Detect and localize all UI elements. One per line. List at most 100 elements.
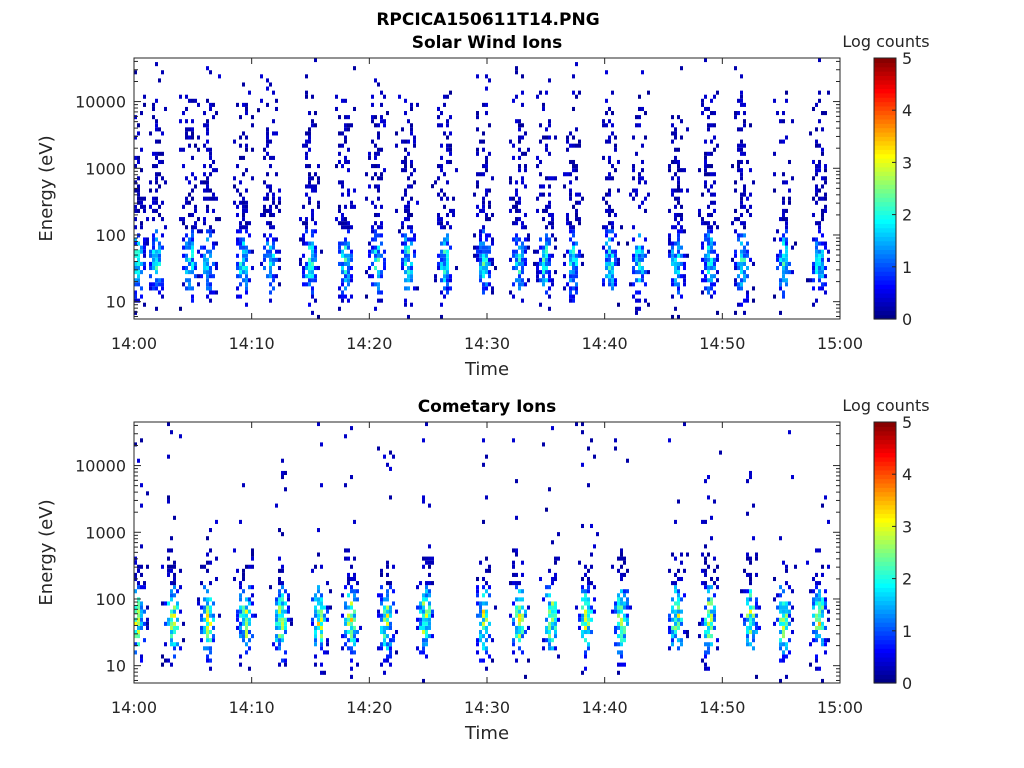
heatmap-cell — [638, 278, 641, 283]
heatmap-cell — [185, 245, 188, 250]
heatmap-cell — [782, 270, 785, 275]
heatmap-cell — [779, 237, 782, 242]
heatmap-cell — [524, 225, 527, 230]
heatmap-cell — [677, 184, 680, 189]
heatmap-cell — [686, 253, 689, 258]
heatmap-cell — [245, 229, 248, 234]
heatmap-cell — [632, 237, 635, 242]
heatmap-cell — [626, 458, 629, 463]
colorbar-step — [874, 266, 896, 272]
heatmap-cell — [305, 192, 308, 197]
heatmap-cell — [635, 151, 638, 156]
heatmap-cell — [488, 274, 491, 279]
heatmap-cell — [395, 143, 398, 148]
heatmap-cell — [584, 654, 587, 659]
heatmap-cell — [548, 151, 551, 156]
heatmap-cell — [677, 274, 680, 279]
heatmap-cell — [179, 568, 182, 573]
colorbar-tick-label: 3 — [902, 517, 912, 536]
heatmap-cell — [716, 585, 719, 590]
heatmap-cell — [608, 176, 611, 181]
heatmap-cell — [410, 237, 413, 242]
heatmap-cell — [422, 601, 425, 606]
heatmap-cell — [515, 552, 518, 557]
heatmap-cell — [554, 601, 557, 606]
heatmap-cell — [617, 241, 620, 246]
heatmap-cell — [575, 94, 578, 99]
heatmap-cell — [383, 265, 386, 271]
colorbar-step — [874, 127, 896, 133]
heatmap-cell — [140, 270, 143, 275]
heatmap-cell — [518, 609, 521, 614]
heatmap-cell — [449, 115, 452, 120]
heatmap-cell — [380, 102, 383, 107]
heatmap-cell — [407, 225, 410, 230]
heatmap-cell — [152, 200, 155, 205]
heatmap-cell — [515, 629, 518, 635]
heatmap-cell — [782, 265, 785, 271]
heatmap-cell — [737, 217, 740, 222]
heatmap-cell — [707, 634, 710, 639]
heatmap-cell — [707, 115, 710, 120]
heatmap-cell — [785, 217, 788, 222]
heatmap-cell — [605, 233, 608, 238]
heatmap-cell — [215, 265, 218, 271]
heatmap-cell — [788, 613, 791, 618]
heatmap-cell — [242, 102, 245, 107]
heatmap-cell — [245, 278, 248, 283]
heatmap-cell — [266, 127, 269, 132]
heatmap-cell — [410, 184, 413, 189]
heatmap-cell — [245, 642, 248, 647]
heatmap-cell — [170, 589, 173, 594]
heatmap-cell — [590, 581, 593, 586]
colorbar-step — [874, 574, 896, 580]
heatmap-cell — [809, 278, 812, 283]
heatmap-cell — [209, 629, 212, 635]
heatmap-cell — [173, 625, 176, 630]
heatmap-cell — [206, 208, 209, 213]
heatmap-cell — [554, 176, 557, 181]
heatmap-cell — [197, 147, 200, 152]
heatmap-cell — [305, 90, 308, 95]
heatmap-cell — [311, 568, 314, 573]
heatmap-cell — [713, 135, 716, 140]
heatmap-cell — [389, 585, 392, 590]
heatmap-cell — [569, 253, 572, 258]
heatmap-cell — [539, 139, 542, 144]
heatmap-cell — [635, 278, 638, 283]
heatmap-cell — [380, 172, 383, 177]
heatmap-cell — [302, 221, 305, 226]
heatmap-cell — [815, 638, 818, 643]
heatmap-cell — [521, 634, 524, 639]
heatmap-cell — [287, 609, 290, 614]
heatmap-cell — [143, 265, 146, 271]
heatmap-cell — [446, 278, 449, 283]
heatmap-cell — [275, 609, 278, 614]
heatmap-cell — [779, 621, 782, 626]
heatmap-cell — [341, 282, 344, 287]
heatmap-cell — [389, 450, 392, 455]
heatmap-cell — [215, 217, 218, 222]
heatmap-cell — [311, 265, 314, 271]
heatmap-cell — [344, 155, 347, 160]
heatmap-cell — [512, 438, 515, 443]
heatmap-cell — [314, 638, 317, 643]
heatmap-cell — [209, 164, 212, 169]
heatmap-cell — [740, 204, 743, 209]
heatmap-cell — [218, 217, 221, 222]
heatmap-cell — [611, 221, 614, 226]
heatmap-cell — [311, 188, 314, 193]
heatmap-cell — [524, 237, 527, 242]
heatmap-cell — [356, 589, 359, 594]
heatmap-cell — [443, 172, 446, 177]
colorbar-step — [874, 88, 896, 94]
heatmap-cell — [743, 249, 746, 254]
heatmap-cell — [239, 192, 242, 197]
colorbar-tick-label: 5 — [902, 49, 912, 68]
heatmap-cell — [641, 176, 644, 181]
heatmap-cell — [269, 208, 272, 213]
colorbar-step — [874, 75, 896, 81]
heatmap-cell — [779, 658, 782, 663]
heatmap-cell — [782, 200, 785, 205]
heatmap-cell — [245, 111, 248, 116]
